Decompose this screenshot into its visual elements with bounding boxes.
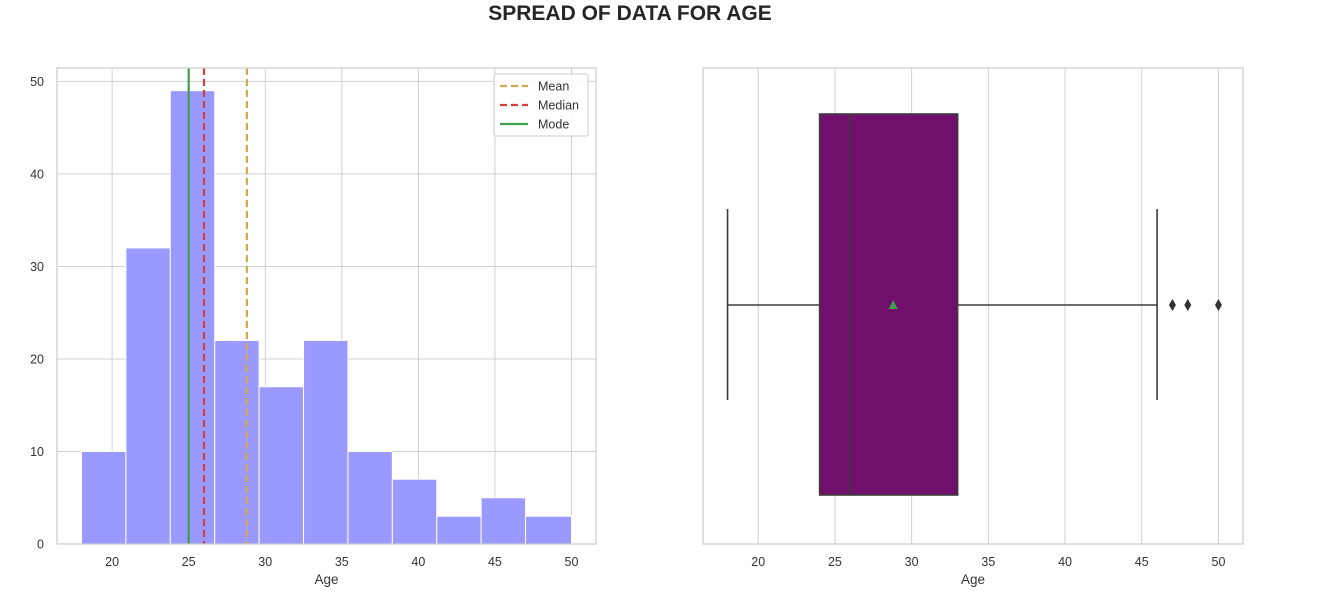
boxplot-x-tick-label: 50 [1212, 555, 1226, 569]
histogram-x-tick-label: 35 [335, 555, 349, 569]
legend-box [493, 73, 589, 137]
histogram-y-ticks: 0 10 20 30 40 50 [30, 75, 44, 552]
boxplot-marks [726, 113, 1222, 496]
histogram-bar [436, 515, 482, 545]
boxplot-outlier [1168, 299, 1176, 311]
boxplot-x-axis-label: Age [961, 572, 985, 587]
histogram-y-tick-label: 20 [30, 352, 44, 366]
histogram-bar [258, 386, 305, 545]
boxplot-panel: 20 25 30 35 40 45 50 Age [702, 67, 1244, 587]
histogram-x-axis-label: Age [314, 572, 338, 587]
histogram-x-tick-label: 20 [105, 555, 119, 569]
histogram-bar [81, 450, 127, 545]
boxplot-box [818, 113, 959, 496]
boxplot-x-tick-label: 40 [1058, 555, 1072, 569]
histogram-x-tick-label: 50 [565, 555, 579, 569]
histogram-bar [214, 339, 260, 545]
legend-label-median: Median [538, 99, 579, 113]
histogram-bars [81, 90, 572, 545]
boxplot-x-tick-label: 25 [828, 555, 842, 569]
histogram-x-tick-label: 45 [488, 555, 502, 569]
histogram-bar [480, 497, 527, 545]
boxplot-x-tick-label: 30 [905, 555, 919, 569]
boxplot-mean-marker [888, 300, 898, 309]
histogram-y-tick-label: 30 [30, 260, 44, 274]
histogram-x-tick-label: 40 [411, 555, 425, 569]
boxplot-x-ticks: 20 25 30 35 40 45 50 [751, 555, 1225, 569]
boxplot-outlier [1184, 299, 1192, 311]
histogram-bar [391, 478, 438, 545]
histogram-x-tick-label: 25 [182, 555, 196, 569]
boxplot-outlier [1214, 299, 1222, 311]
legend-label-mode: Mode [538, 118, 569, 132]
histogram-bar [525, 515, 572, 545]
histogram-bar [303, 339, 349, 545]
legend-label-mean: Mean [538, 80, 569, 94]
histogram-stat-lines [187, 68, 248, 544]
histogram-y-tick-label: 40 [30, 167, 44, 181]
figure-title: SPREAD OF DATA FOR AGE [488, 2, 772, 25]
histogram-bar [347, 450, 393, 545]
histogram-panel: 20 25 30 35 40 45 50 0 10 20 30 40 50 Age Mean Media… [30, 67, 597, 587]
histogram-bar [125, 247, 171, 545]
histogram-bar [169, 90, 216, 545]
boxplot-plot-area [703, 68, 1243, 544]
histogram-frame [56, 67, 597, 545]
histogram-x-tick-label: 30 [258, 555, 272, 569]
boxplot-x-tick-label: 20 [751, 555, 765, 569]
histogram-y-tick-label: 10 [30, 445, 44, 459]
boxplot-frame [702, 67, 1244, 545]
legend: Mean Median Mode [493, 73, 589, 137]
boxplot-x-tick-label: 45 [1135, 555, 1149, 569]
histogram-y-tick-label: 50 [30, 75, 44, 89]
boxplot-x-tick-label: 35 [981, 555, 995, 569]
histogram-y-tick-label: 0 [37, 538, 44, 552]
histogram-x-ticks: 20 25 30 35 40 45 50 [105, 555, 578, 569]
